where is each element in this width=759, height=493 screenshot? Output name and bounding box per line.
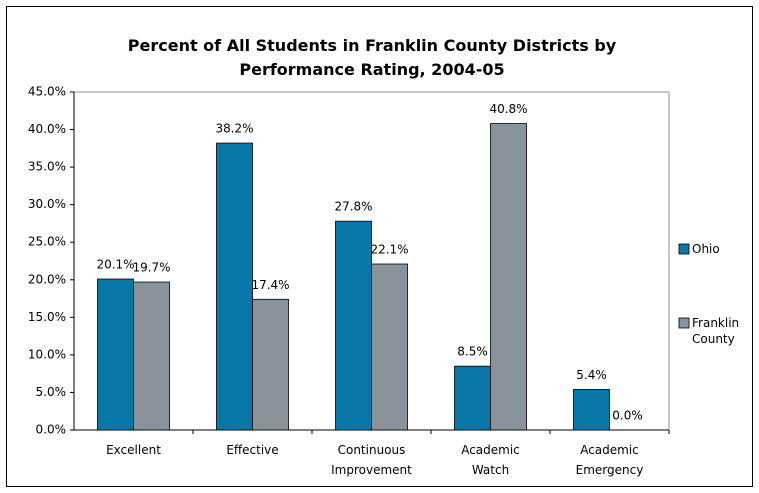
x-tick-label: Continuous Improvement <box>331 443 412 477</box>
x-tick-label: Academic Emergency <box>576 443 644 477</box>
y-tick-label: 5.0% <box>36 385 67 399</box>
x-tick-label: Academic Watch <box>461 443 520 477</box>
x-tick-label: Excellent <box>106 443 161 457</box>
x-tick-label: Effective <box>226 443 278 457</box>
value-label: 8.5% <box>457 345 488 359</box>
value-label: 19.7% <box>132 261 170 275</box>
bar <box>133 281 170 431</box>
value-label: 5.4% <box>576 368 607 382</box>
y-tick-label: 15.0% <box>28 310 66 324</box>
bar <box>216 142 253 431</box>
y-tick-label: 25.0% <box>28 235 66 249</box>
legend-label: Franklin County <box>692 316 739 346</box>
y-tick-label: 20.0% <box>28 272 66 286</box>
legend-swatch <box>678 243 690 255</box>
bar <box>490 123 527 431</box>
value-label: 0.0% <box>612 409 643 423</box>
value-label: 17.4% <box>251 278 289 292</box>
bar <box>371 263 408 431</box>
y-tick-label: 35.0% <box>28 160 66 174</box>
y-tick-label: 10.0% <box>28 347 66 361</box>
y-tick-label: 45.0% <box>28 85 66 99</box>
bar <box>573 389 610 431</box>
value-label: 22.1% <box>370 243 408 257</box>
value-label: 20.1% <box>96 258 134 272</box>
chart-title: Percent of All Students in Franklin Coun… <box>128 36 617 79</box>
y-tick-label: 40.0% <box>28 122 66 136</box>
y-tick-label: 0.0% <box>36 423 67 437</box>
bar <box>97 278 134 431</box>
bar <box>454 365 491 431</box>
legend-label: Ohio <box>692 242 720 256</box>
value-label: 40.8% <box>489 102 527 116</box>
legend-swatch <box>678 317 690 329</box>
bar <box>252 298 289 431</box>
bar <box>335 220 372 431</box>
y-tick-label: 30.0% <box>28 197 66 211</box>
value-label: 27.8% <box>334 200 372 214</box>
value-label: 38.2% <box>215 122 253 136</box>
